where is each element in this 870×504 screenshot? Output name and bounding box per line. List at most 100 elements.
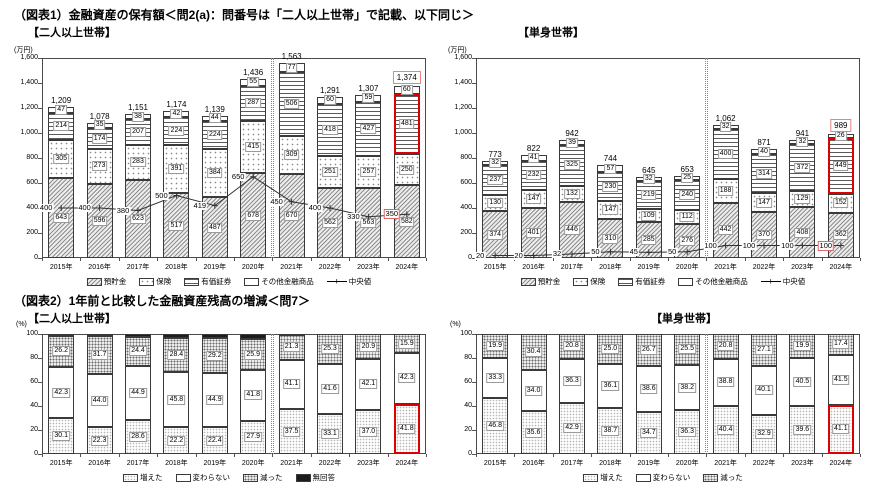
x-axis-year-label: 2022年 — [318, 264, 342, 271]
x-axis-tick — [272, 258, 274, 261]
period-separator — [271, 58, 275, 258]
legend-label: 変わらない — [652, 473, 691, 482]
segment-value-label: 37.0 — [359, 426, 378, 437]
segment-value-label: 283 — [130, 157, 146, 168]
segment-value-label: 57 — [604, 163, 617, 174]
y-axis-tick-label: 800 — [26, 154, 38, 161]
segment-value-label: 32 — [796, 137, 809, 148]
x-axis-year-label: 2016年 — [88, 264, 111, 271]
median-value-label: 400 — [77, 203, 92, 212]
segment-value-label: 38 — [132, 111, 144, 122]
segment-value-label: 25.5 — [678, 344, 696, 355]
x-axis-year-label: 2024年 — [829, 460, 853, 467]
segment-value-label: 25.0 — [601, 344, 620, 355]
legend-label: 増えた — [600, 473, 623, 482]
x-axis-year-label: 2023年 — [357, 264, 380, 271]
segment-value-label: 32.9 — [755, 429, 773, 440]
legend-swatch — [139, 277, 155, 286]
median-value-label: 400 — [307, 203, 323, 212]
segment-value-label: 152 — [832, 198, 849, 209]
median-value-label: 350 — [383, 209, 401, 220]
y-axis-unit-label: (万円) — [448, 47, 467, 54]
segment-value-label: 310 — [602, 233, 619, 244]
x-axis-tick — [234, 258, 235, 261]
y-axis-tick-label: 1,000 — [20, 129, 38, 136]
y-axis-tick-label: 0 — [468, 254, 472, 261]
bar-total-label: 645 — [642, 166, 656, 176]
legend-label: 有価証券 — [635, 277, 666, 286]
segment-value-label: 27.1 — [755, 345, 773, 356]
segment-value-label: 219 — [640, 190, 657, 201]
y-axis-tick-label: 80 — [464, 354, 472, 361]
x-axis-tick — [80, 454, 82, 457]
x-axis-year-label: 2023年 — [791, 460, 814, 467]
x-axis-tick — [591, 454, 593, 457]
segment-value-label: 44.0 — [90, 395, 109, 406]
segment-value-label: 517 — [168, 220, 185, 231]
y-axis-tick — [38, 133, 42, 134]
segment-value-label: 188 — [717, 186, 734, 196]
y-axis-tick — [472, 233, 476, 234]
y-axis-tick-label: 600 — [460, 179, 472, 186]
legend-item: その他金融商品 — [244, 276, 314, 287]
median-value-label: 20 — [475, 250, 486, 260]
y-axis-tick — [38, 58, 42, 59]
bar-segment — [163, 334, 190, 339]
median-line-swatch: + — [326, 276, 347, 286]
segment-value-label: 449 — [832, 160, 849, 171]
legend-item: 減った — [703, 472, 743, 483]
y-axis-tick — [38, 233, 42, 234]
bar-total-label: 1,151 — [127, 103, 149, 113]
bar-total-label: 1,174 — [166, 100, 187, 110]
segment-value-label: 44.9 — [205, 395, 224, 406]
legend-swatch — [295, 473, 311, 482]
y-axis-tick — [472, 83, 476, 84]
x-axis-year-label: 2015年 — [483, 460, 507, 467]
median-value-label: 450 — [269, 196, 284, 206]
x-axis-tick — [783, 258, 785, 261]
segment-value-label: 22.2 — [167, 435, 186, 446]
segment-value-label: 60 — [400, 85, 413, 96]
segment-value-label: 285 — [640, 235, 657, 246]
legend-item: 有価証券 — [618, 276, 665, 287]
x-axis-year-label: 2018年 — [599, 264, 622, 271]
segment-value-label: 36.3 — [563, 375, 581, 386]
bar-total-label: 773 — [488, 150, 502, 160]
segment-value-label: 37.5 — [282, 426, 301, 437]
y-axis-tick — [38, 258, 42, 259]
segment-value-label: 287 — [245, 98, 262, 109]
y-axis-unit-label: (%) — [16, 321, 27, 328]
legend-swatch — [583, 473, 599, 482]
segment-value-label: 20.9 — [359, 341, 378, 352]
x-axis-tick — [821, 258, 823, 261]
median-value-label: 100 — [780, 240, 795, 250]
segment-value-label: 147 — [756, 197, 772, 208]
segment-value-label: 224 — [168, 125, 185, 136]
x-axis-year-label: 2016年 — [522, 264, 545, 271]
segment-value-label: 42.1 — [359, 379, 378, 390]
bar-segment — [674, 179, 701, 210]
segment-value-label: 26.7 — [639, 345, 658, 356]
x-axis-tick — [195, 258, 197, 261]
x-axis-tick — [80, 258, 82, 261]
bar-segment — [125, 334, 151, 337]
segment-value-label: 562 — [322, 217, 338, 228]
y-axis-tick-label: 20 — [464, 426, 472, 433]
bar-segment — [240, 334, 267, 340]
y-axis-tick — [38, 158, 42, 159]
segment-value-label: 60 — [324, 95, 336, 106]
segment-value-label: 40 — [758, 146, 770, 157]
median-value-label: 100 — [703, 240, 718, 250]
chart-holdings-two-person: 0 200 400 600 800 1,000 1,200 1,400 1,600 643 305 2… — [12, 24, 436, 290]
x-axis-tick — [234, 454, 235, 457]
segment-value-label: 384 — [206, 168, 223, 179]
x-axis-year-label: 2018年 — [599, 460, 622, 467]
segment-value-label: 32 — [642, 174, 655, 185]
y-axis-tick — [472, 183, 476, 184]
legend-swatch — [520, 277, 536, 286]
segment-value-label: 109 — [640, 210, 657, 221]
segment-value-label: 59 — [362, 93, 375, 104]
segment-value-label: 132 — [564, 189, 580, 199]
legend-swatch — [703, 473, 719, 482]
y-axis-tick-label: 1,000 — [454, 129, 472, 136]
